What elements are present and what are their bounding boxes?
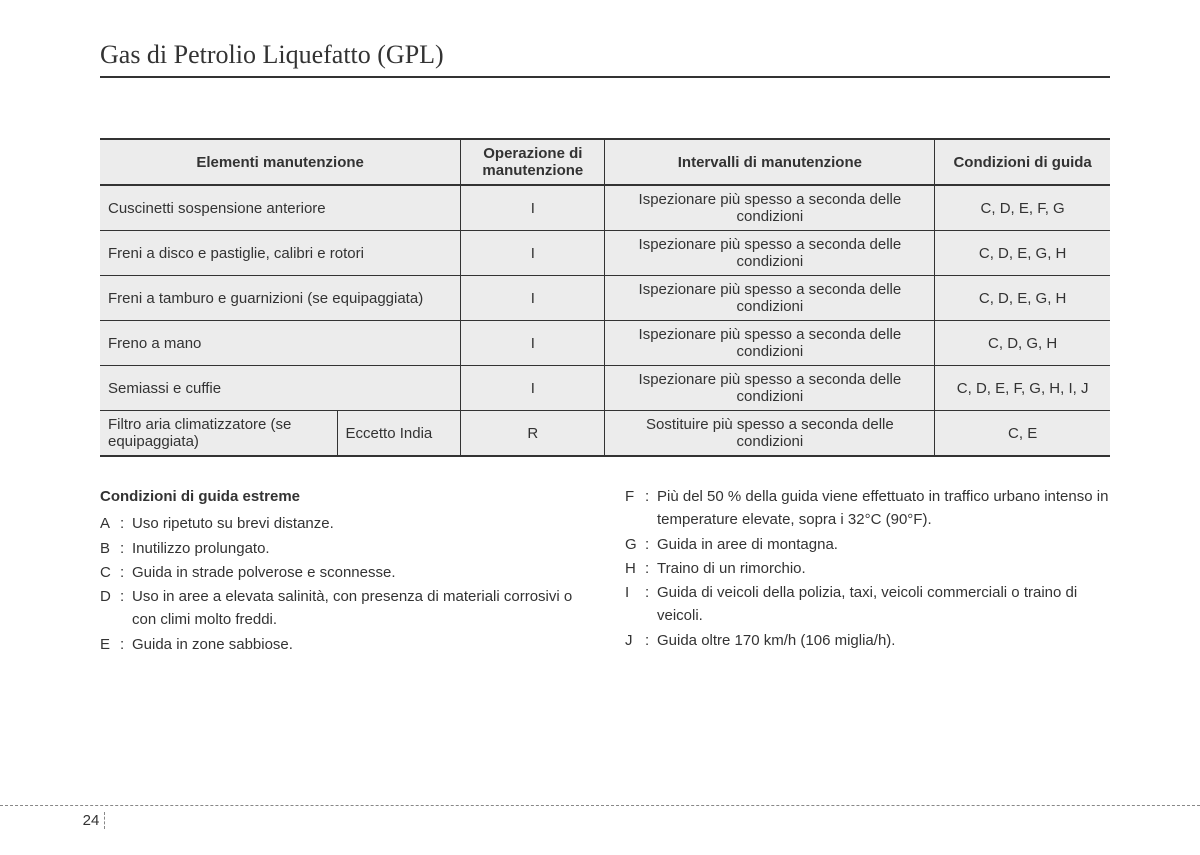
condition-letter: D [100, 585, 120, 632]
condition-text: Traino di un rimorchio. [657, 557, 1110, 580]
cell-item: Cuscinetti sospensione anteriore [100, 185, 461, 231]
condition-letter: C [100, 561, 120, 584]
cell-conditions: C, D, E, F, G, H, I, J [935, 366, 1110, 411]
colon: : [120, 537, 132, 560]
cell-conditions: C, D, G, H [935, 321, 1110, 366]
condition-item: D : Uso in aree a elevata salinità, con … [100, 585, 585, 632]
header-interval: Intervalli di manutenzione [605, 139, 935, 185]
page-title: Gas di Petrolio Liquefatto (GPL) [100, 40, 1110, 78]
condition-text: Guida di veicoli della polizia, taxi, ve… [657, 581, 1110, 628]
cell-interval: Ispezionare più spesso a seconda delle c… [605, 231, 935, 276]
cell-operation: I [461, 231, 605, 276]
condition-item: H : Traino di un rimorchio. [625, 557, 1110, 580]
condition-text: Guida in aree di montagna. [657, 533, 1110, 556]
colon: : [120, 633, 132, 656]
cell-interval: Ispezionare più spesso a seconda delle c… [605, 185, 935, 231]
cell-item: Freni a disco e pastiglie, calibri e rot… [100, 231, 461, 276]
colon: : [645, 485, 657, 532]
condition-text: Guida in strade polverose e sconnesse. [132, 561, 585, 584]
table-row: Filtro aria climatizzatore (se equipaggi… [100, 411, 1110, 457]
colon: : [645, 629, 657, 652]
page-container: Gas di Petrolio Liquefatto (GPL) Element… [0, 0, 1200, 657]
cell-item: Freno a mano [100, 321, 461, 366]
colon: : [645, 581, 657, 628]
condition-item: J : Guida oltre 170 km/h (106 miglia/h). [625, 629, 1110, 652]
condition-text: Guida in zone sabbiose. [132, 633, 585, 656]
cell-interval: Ispezionare più spesso a seconda delle c… [605, 276, 935, 321]
cell-interval: Ispezionare più spesso a seconda delle c… [605, 366, 935, 411]
page-number: 24 [0, 812, 105, 829]
condition-item: I : Guida di veicoli della polizia, taxi… [625, 581, 1110, 628]
colon: : [645, 533, 657, 556]
conditions-title: Condizioni di guida estreme [100, 485, 585, 508]
cell-conditions: C, D, E, G, H [935, 276, 1110, 321]
table-header-row: Elementi manutenzione Operazione di manu… [100, 139, 1110, 185]
conditions-right-column: F : Più del 50 % della guida viene effet… [625, 485, 1110, 657]
header-operation: Operazione di manutenzione [461, 139, 605, 185]
condition-text: Uso ripetuto su brevi distanze. [132, 512, 585, 535]
condition-item: A : Uso ripetuto su brevi distanze. [100, 512, 585, 535]
cell-conditions: C, D, E, F, G [935, 185, 1110, 231]
condition-item: E : Guida in zone sabbiose. [100, 633, 585, 656]
cell-operation: R [461, 411, 605, 457]
table-row: Semiassi e cuffie I Ispezionare più spes… [100, 366, 1110, 411]
conditions-left-column: Condizioni di guida estreme A : Uso ripe… [100, 485, 585, 657]
cell-operation: I [461, 366, 605, 411]
condition-letter: J [625, 629, 645, 652]
cell-conditions: C, E [935, 411, 1110, 457]
cell-operation: I [461, 185, 605, 231]
cell-item: Filtro aria climatizzatore (se equipaggi… [100, 411, 337, 457]
table-row: Cuscinetti sospensione anteriore I Ispez… [100, 185, 1110, 231]
cell-operation: I [461, 276, 605, 321]
condition-letter: H [625, 557, 645, 580]
conditions-section: Condizioni di guida estreme A : Uso ripe… [100, 485, 1110, 657]
condition-letter: E [100, 633, 120, 656]
cell-interval: Sostituire più spesso a seconda delle co… [605, 411, 935, 457]
cell-operation: I [461, 321, 605, 366]
table-row: Freno a mano I Ispezionare più spesso a … [100, 321, 1110, 366]
condition-item: C : Guida in strade polverose e sconness… [100, 561, 585, 584]
condition-item: G : Guida in aree di montagna. [625, 533, 1110, 556]
condition-text: Inutilizzo prolungato. [132, 537, 585, 560]
colon: : [120, 585, 132, 632]
condition-text: Uso in aree a elevata salinità, con pres… [132, 585, 585, 632]
header-conditions: Condizioni di guida [935, 139, 1110, 185]
cell-item: Semiassi e cuffie [100, 366, 461, 411]
colon: : [120, 512, 132, 535]
condition-letter: G [625, 533, 645, 556]
condition-text: Più del 50 % della guida viene effettuat… [657, 485, 1110, 532]
condition-letter: I [625, 581, 645, 628]
page-footer: 24 [0, 805, 1200, 830]
condition-text: Guida oltre 170 km/h (106 miglia/h). [657, 629, 1110, 652]
cell-conditions: C, D, E, G, H [935, 231, 1110, 276]
condition-letter: F [625, 485, 645, 532]
maintenance-table: Elementi manutenzione Operazione di manu… [100, 138, 1110, 457]
table-row: Freni a tamburo e guarnizioni (se equipa… [100, 276, 1110, 321]
condition-item: F : Più del 50 % della guida viene effet… [625, 485, 1110, 532]
colon: : [120, 561, 132, 584]
colon: : [645, 557, 657, 580]
condition-letter: A [100, 512, 120, 535]
cell-sub: Eccetto India [337, 411, 461, 457]
header-item: Elementi manutenzione [100, 139, 461, 185]
condition-item: B : Inutilizzo prolungato. [100, 537, 585, 560]
table-row: Freni a disco e pastiglie, calibri e rot… [100, 231, 1110, 276]
condition-letter: B [100, 537, 120, 560]
cell-interval: Ispezionare più spesso a seconda delle c… [605, 321, 935, 366]
cell-item: Freni a tamburo e guarnizioni (se equipa… [100, 276, 461, 321]
